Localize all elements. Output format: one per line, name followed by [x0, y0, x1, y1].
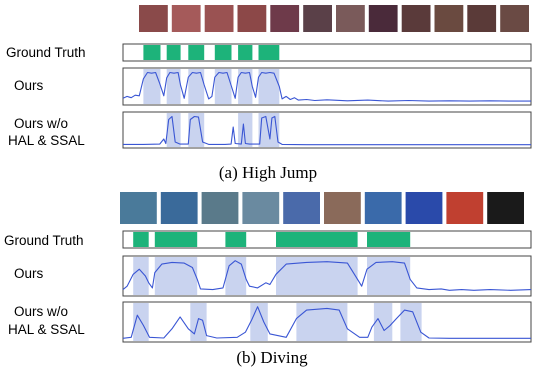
ablation-highlight-band — [373, 303, 393, 341]
video-frame-thumbnail — [237, 5, 267, 32]
ground-truth-segment — [367, 232, 411, 247]
ours-highlight-band — [258, 69, 280, 104]
ours-highlight-band — [238, 69, 253, 104]
video-frame-thumbnail — [368, 5, 398, 32]
ground-truth-segment — [188, 45, 205, 60]
ours-score-curve — [122, 71, 531, 102]
ours-highlight-band — [154, 257, 198, 295]
ours-highlight-band — [214, 69, 232, 104]
video-frame-thumbnail — [364, 192, 402, 224]
ablation-label-line2: HAL & SSAL — [8, 322, 85, 337]
video-frame-thumbnail — [242, 192, 280, 224]
ground-truth-segment — [225, 232, 247, 247]
video-frame-thumbnail — [467, 5, 497, 32]
video-frame-thumbnail — [446, 192, 484, 224]
thumbnail-strip — [139, 5, 529, 32]
ablation-label-line2: HAL & SSAL — [8, 133, 85, 148]
ablation-label-line1: Ours w/o — [14, 304, 68, 319]
video-frame-thumbnail — [139, 5, 168, 32]
ours-highlight-band — [166, 69, 181, 104]
video-frame-thumbnail — [120, 192, 157, 224]
video-frame-thumbnail — [405, 192, 443, 224]
ground-truth-segment — [258, 45, 280, 60]
video-frame-thumbnail — [500, 5, 529, 32]
video-frame-thumbnail — [336, 5, 365, 32]
caption-diving: (b) Diving — [236, 348, 308, 367]
ground-truth-segment — [214, 45, 232, 60]
ours-score-curve — [122, 260, 532, 291]
video-frame-thumbnail — [204, 5, 234, 32]
ours-highlight-band — [143, 69, 161, 104]
ground-truth-segment — [154, 232, 198, 247]
ground-truth-label: Ground Truth — [4, 233, 84, 248]
panel-diving: Ground Truth Ours Ours w/o HAL & SSAL (b… — [4, 192, 532, 367]
ground-truth-segments — [143, 45, 280, 60]
video-frame-thumbnail — [434, 5, 464, 32]
caption-high-jump: (a) High Jump — [219, 163, 317, 182]
ablation-highlight-band — [188, 113, 205, 147]
video-frame-thumbnail — [201, 192, 239, 224]
ablation-highlight-bands — [166, 113, 280, 147]
video-frame-thumbnail — [270, 5, 300, 32]
ablation-score-curve — [122, 306, 531, 339]
ground-truth-segment — [143, 45, 161, 60]
video-frame-thumbnail — [324, 192, 361, 224]
ground-truth-label: Ground Truth — [6, 45, 86, 60]
ablation-plot-frame — [122, 111, 532, 149]
ablation-highlight-band — [400, 303, 422, 341]
ablation-highlight-band — [190, 303, 207, 341]
video-frame-thumbnail — [487, 192, 524, 224]
video-frame-thumbnail — [160, 192, 198, 224]
ours-label: Ours — [14, 78, 44, 93]
video-frame-thumbnail — [171, 5, 201, 32]
ground-truth-track — [122, 43, 532, 62]
ablation-highlight-band — [250, 303, 268, 341]
ours-label: Ours — [14, 266, 44, 281]
ours-highlight-band — [188, 69, 205, 104]
ours-highlight-band — [225, 257, 247, 295]
panel-high-jump: Ground Truth Ours Ours w/o HAL & SSAL (a… — [6, 5, 532, 182]
ablation-highlight-band — [258, 113, 280, 147]
ground-truth-segment — [276, 232, 358, 247]
video-frame-thumbnail — [283, 192, 320, 224]
ground-truth-segment — [238, 45, 253, 60]
video-frame-thumbnail — [303, 5, 332, 32]
ground-truth-segment — [133, 232, 149, 247]
ground-truth-segments — [133, 232, 411, 247]
thumbnail-strip — [120, 192, 524, 224]
ablation-score-curve — [123, 115, 531, 146]
ablation-label-line1: Ours w/o — [14, 116, 68, 131]
ground-truth-segment — [166, 45, 181, 60]
ours-highlight-band — [133, 257, 149, 295]
video-frame-thumbnail — [401, 5, 431, 32]
ours-highlight-bands — [143, 69, 280, 104]
